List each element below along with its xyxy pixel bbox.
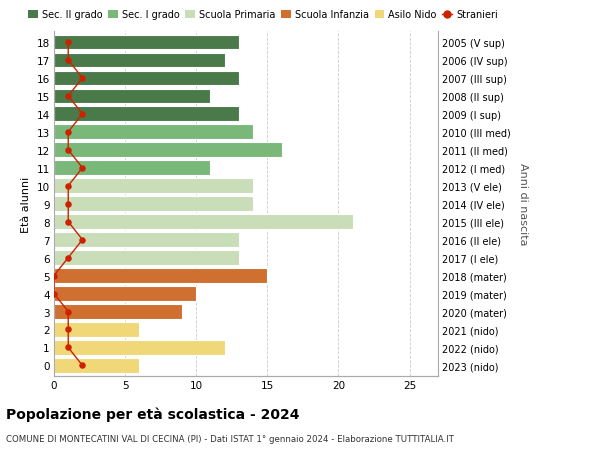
Point bbox=[64, 57, 73, 64]
Bar bbox=[54, 72, 239, 86]
Bar bbox=[54, 161, 211, 176]
Point bbox=[77, 111, 87, 118]
Bar bbox=[54, 215, 353, 230]
Bar bbox=[54, 340, 224, 355]
Y-axis label: Anni di nascita: Anni di nascita bbox=[518, 163, 527, 246]
Bar bbox=[54, 233, 239, 247]
Bar bbox=[54, 107, 239, 122]
Point bbox=[64, 183, 73, 190]
Bar bbox=[54, 90, 211, 104]
Point bbox=[64, 93, 73, 101]
Y-axis label: Età alunni: Età alunni bbox=[21, 176, 31, 232]
Point bbox=[64, 201, 73, 208]
Point bbox=[49, 290, 59, 297]
Bar bbox=[54, 197, 253, 212]
Point bbox=[77, 75, 87, 83]
Bar bbox=[54, 269, 268, 283]
Point bbox=[77, 362, 87, 369]
Bar bbox=[54, 286, 196, 301]
Point bbox=[64, 344, 73, 352]
Bar bbox=[54, 53, 224, 68]
Bar bbox=[54, 125, 253, 140]
Point bbox=[64, 326, 73, 333]
Point bbox=[64, 39, 73, 46]
Point bbox=[64, 254, 73, 262]
Bar bbox=[54, 322, 139, 337]
Bar bbox=[54, 251, 239, 265]
Point bbox=[77, 236, 87, 244]
Bar bbox=[54, 179, 253, 194]
Text: COMUNE DI MONTECATINI VAL DI CECINA (PI) - Dati ISTAT 1° gennaio 2024 - Elaboraz: COMUNE DI MONTECATINI VAL DI CECINA (PI)… bbox=[6, 434, 454, 443]
Text: Popolazione per età scolastica - 2024: Popolazione per età scolastica - 2024 bbox=[6, 406, 299, 421]
Bar bbox=[54, 304, 182, 319]
Point bbox=[64, 308, 73, 315]
Point bbox=[49, 272, 59, 280]
Point bbox=[64, 129, 73, 136]
Bar bbox=[54, 358, 139, 373]
Point bbox=[77, 165, 87, 172]
Point bbox=[64, 218, 73, 226]
Legend: Sec. II grado, Sec. I grado, Scuola Primaria, Scuola Infanzia, Asilo Nido, Stran: Sec. II grado, Sec. I grado, Scuola Prim… bbox=[28, 11, 498, 20]
Bar bbox=[54, 143, 281, 158]
Bar bbox=[54, 35, 239, 50]
Point bbox=[64, 147, 73, 154]
